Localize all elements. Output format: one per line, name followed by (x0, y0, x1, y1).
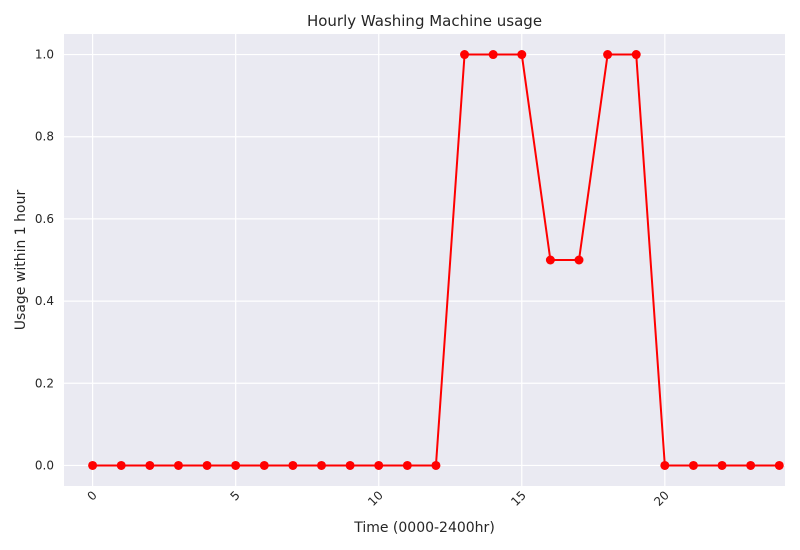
data-point (88, 460, 98, 470)
y-tick-label: 1.0 (35, 48, 54, 62)
data-point (202, 460, 212, 470)
data-point (774, 460, 784, 470)
data-point (688, 460, 698, 470)
data-point (173, 460, 183, 470)
chart-title: Hourly Washing Machine usage (307, 12, 542, 30)
data-point (402, 460, 412, 470)
data-point (517, 50, 527, 60)
x-tick-label: 15 (508, 488, 529, 509)
series-layer (88, 50, 784, 470)
data-point (345, 460, 355, 470)
x-axis-label: Time (0000-2400hr) (353, 520, 495, 536)
x-tick-label: 5 (227, 488, 242, 503)
y-tick-label: 0.4 (35, 294, 54, 308)
data-point (488, 50, 498, 60)
data-point (431, 460, 441, 470)
y-axis-label: Usage within 1 hour (13, 190, 29, 331)
data-point (545, 255, 555, 265)
data-point (288, 460, 298, 470)
y-tick-label: 0.0 (35, 458, 54, 472)
data-point (231, 460, 241, 470)
data-point (574, 255, 584, 265)
y-tick-label: 0.2 (35, 376, 54, 390)
y-tick-label: 0.8 (35, 130, 54, 144)
x-tick-label: 10 (365, 488, 386, 509)
data-point (145, 460, 155, 470)
x-tick-label: 20 (651, 488, 672, 509)
data-point (746, 460, 756, 470)
data-point (259, 460, 269, 470)
y-tick-label: 0.6 (35, 212, 54, 226)
data-point (460, 50, 470, 60)
data-point (631, 50, 641, 60)
data-point (660, 460, 670, 470)
data-point (374, 460, 384, 470)
data-point (116, 460, 126, 470)
plot-area (64, 34, 785, 486)
data-point (603, 50, 613, 60)
x-tick-label: 0 (84, 488, 99, 503)
data-point (717, 460, 727, 470)
data-point (317, 460, 326, 470)
